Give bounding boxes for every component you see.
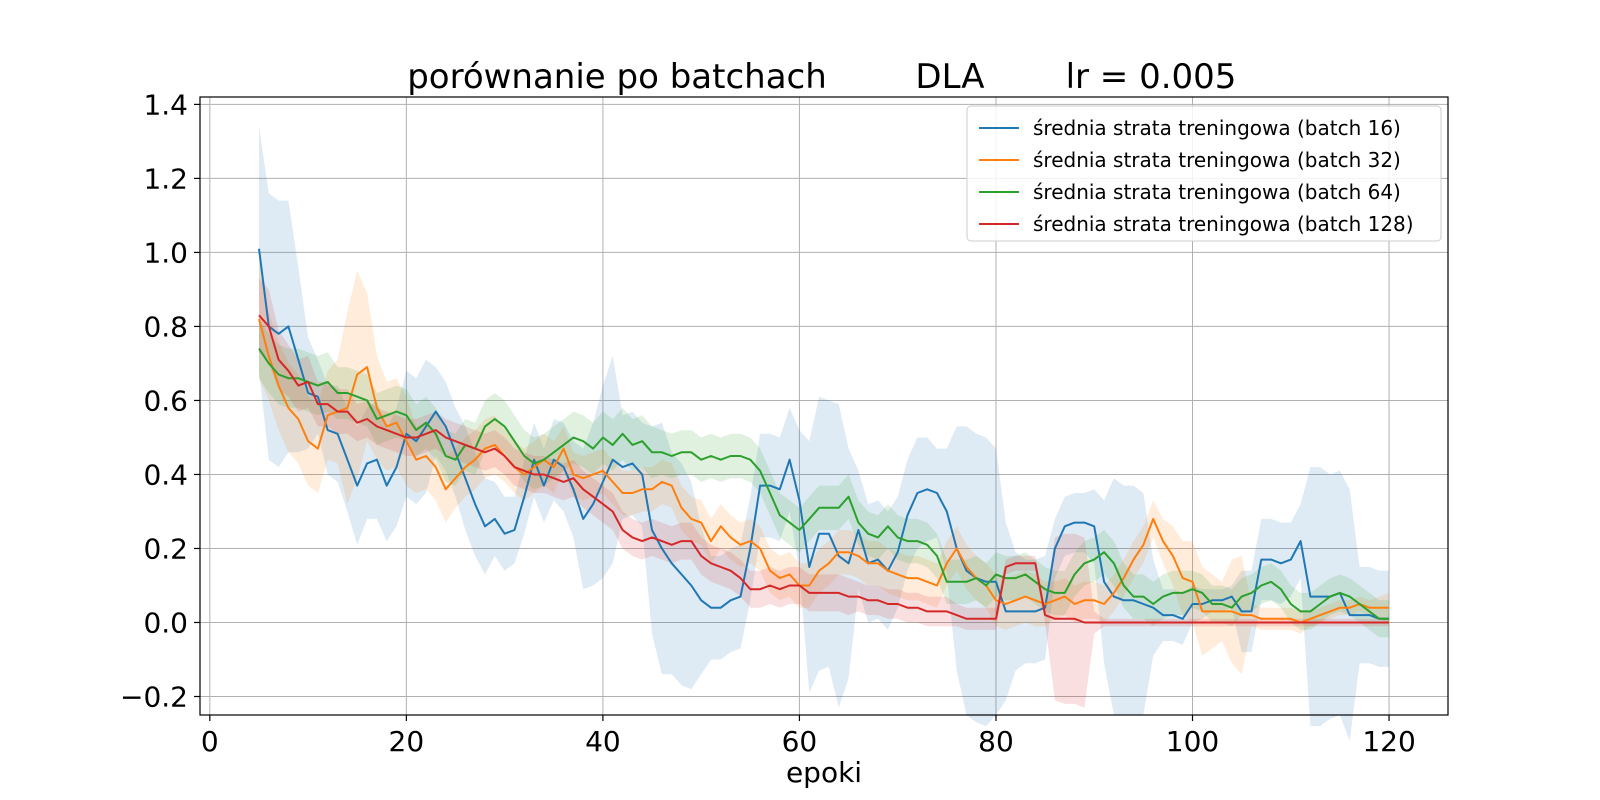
chart-title-part-2: DLA [915,57,984,97]
series-band-2 [259,259,1389,675]
x-tick-label-1: 20 [389,725,425,758]
chart-title: porównanie po batchach DLA lr = 0.005 [407,57,1236,97]
x-axis-label: epoki [786,756,862,789]
x-tick-label-5: 100 [1166,725,1219,758]
y-tick-label-2: 0.2 [143,532,188,565]
y-tick-label-4: 0.6 [143,384,188,417]
legend-label-2: średnia strata treningowa (batch 32) [1033,148,1401,172]
x-tick-label-0: 0 [201,725,219,758]
x-tick-label-6: 120 [1362,725,1415,758]
legend-label-1: średnia strata treningowa (batch 16) [1033,116,1401,140]
y-axis-ticks: −0.2 0.0 0.2 0.4 0.6 0.8 1.0 1.2 1.4 [120,88,200,713]
plot-frame [199,96,1449,716]
legend: średnia strata treningowa (batch 16) śred… [966,105,1442,242]
x-tick-label-3: 60 [782,725,818,758]
series-band-3 [259,319,1389,638]
series-line-4 [258,314,1389,624]
series-line-2 [258,318,1389,624]
series-band-1 [259,126,1389,741]
y-tick-label-1: 0.0 [143,606,188,639]
y-tick-label-6: 1.0 [143,236,188,269]
series-lines [258,248,1389,624]
y-tick-label-7: 1.2 [143,162,188,195]
legend-box [966,105,1442,242]
chart-title-part-1: porównanie po batchach [407,57,827,97]
y-tick-label-3: 0.4 [143,458,188,491]
chart-title-part-3: lr = 0.005 [1066,57,1237,97]
legend-label-4: średnia strata treningowa (batch 128) [1033,212,1414,236]
y-tick-label-5: 0.8 [143,310,188,343]
x-tick-label-4: 80 [978,725,1014,758]
y-tick-label-8: 1.4 [143,88,188,121]
grid [200,97,1448,715]
confidence-bands [259,126,1389,741]
x-tick-label-2: 40 [585,725,621,758]
y-tick-label-0: −0.2 [120,680,188,713]
legend-label-3: średnia strata treningowa (batch 64) [1033,180,1401,204]
x-axis-ticks: 0 20 40 60 80 100 120 [201,715,1416,758]
series-line-3 [258,348,1389,620]
